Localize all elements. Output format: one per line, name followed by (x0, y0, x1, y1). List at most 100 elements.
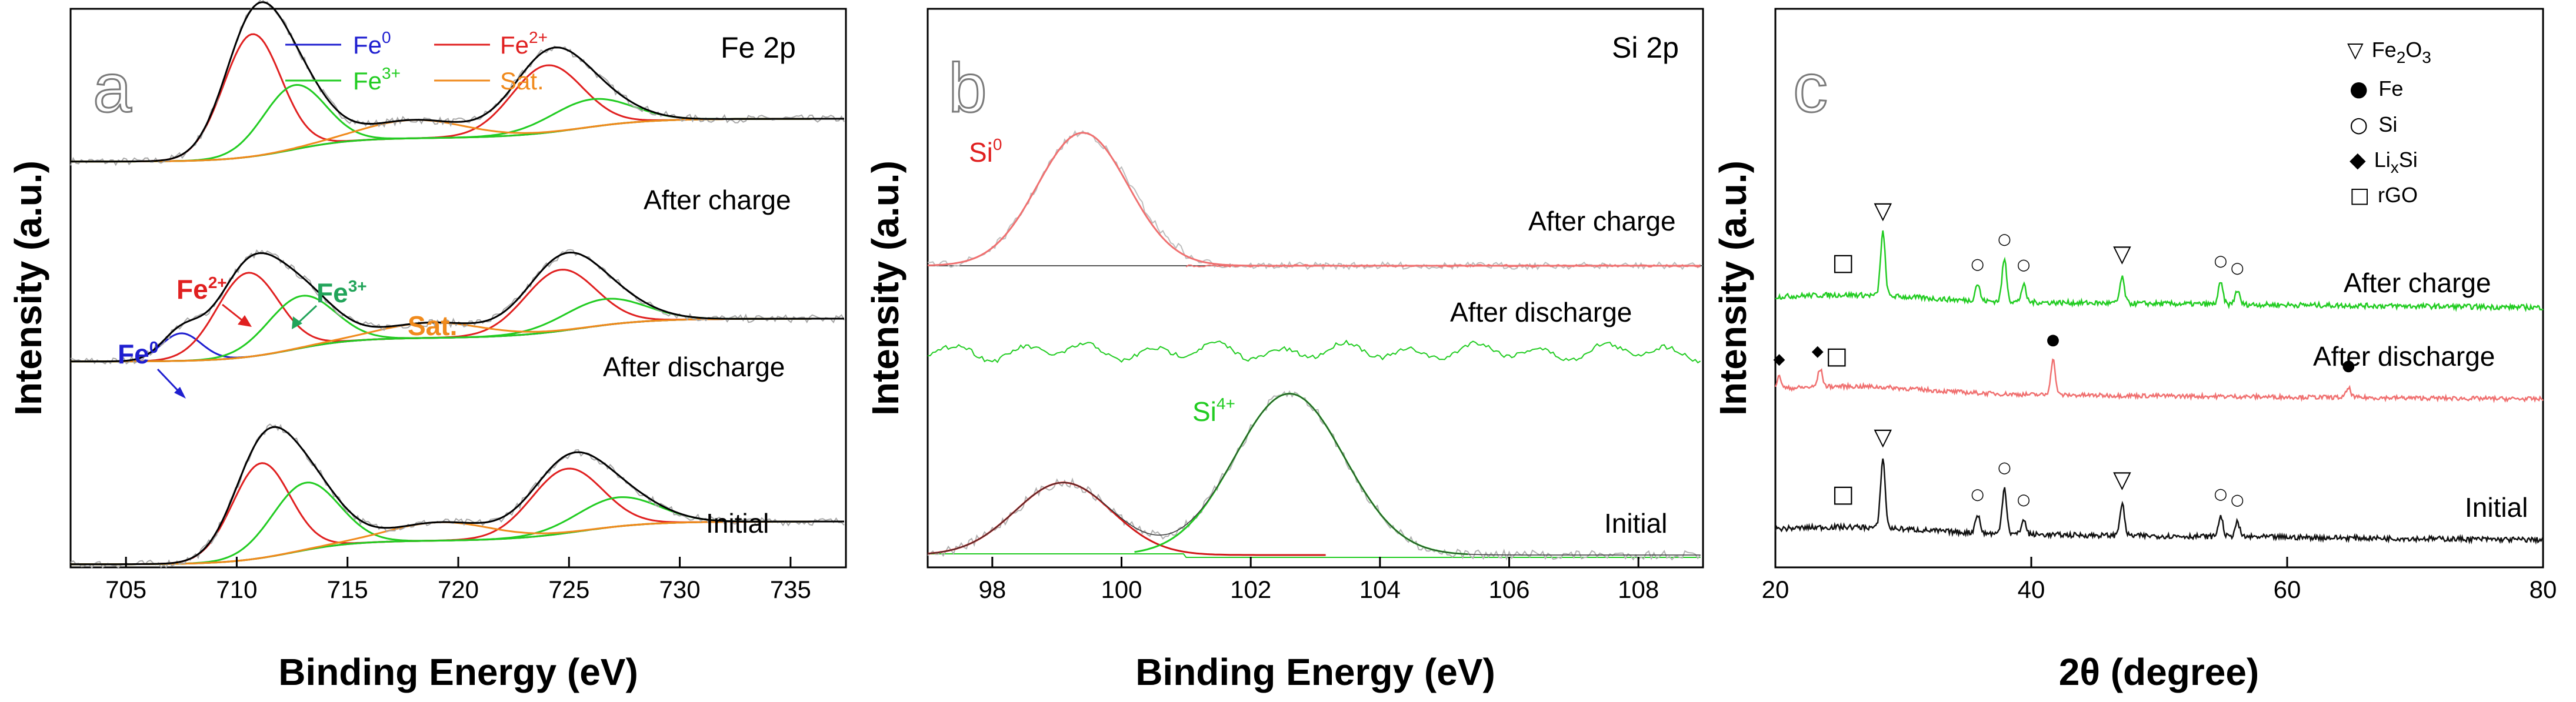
annotation-fe2: Fe2+ (176, 273, 227, 305)
panel-c-marker-2-6: ○ (2214, 486, 2228, 503)
panel-c-plot-frame (1774, 8, 2544, 569)
panel-b-y-axis-label: Intensity (a.u.) (864, 161, 907, 416)
panel-b-raw-2 (927, 390, 1701, 561)
panel-b-raw-0 (927, 130, 1701, 270)
panel-a-label-initial: Initial (706, 508, 769, 539)
panel-c-y-axis-label: Intensity (a.u.) (1712, 161, 1754, 416)
panel-b-tick-label-5: 108 (1618, 576, 1659, 603)
panel-b-label-after-discharge: After discharge (1450, 297, 1632, 327)
panel-c-marker-1-0: ◆ (1774, 350, 1785, 368)
annotation-si0: Si0 (969, 135, 1002, 168)
panel-c-label-after-discharge: After discharge (2313, 341, 2495, 372)
annotation-si4: Si4+ (1192, 395, 1235, 427)
legend-marker-lixsi: ◆ (2350, 148, 2366, 172)
panel-c-marker-0-4: ○ (2017, 256, 2031, 274)
annotation-fe2-base: Fe (176, 274, 208, 305)
panel-c-marker-2-5: ▽ (2113, 466, 2131, 493)
annotation-fe2-arrow (222, 303, 243, 322)
panel-a-envelope-1 (71, 251, 844, 363)
panel-c-marker-0-1: ▽ (1874, 197, 1892, 224)
panel-a-envelope-0 (71, 1, 844, 163)
panel-c-marker-1-2: □ (1826, 342, 1848, 369)
legend-label-fe0-base: Fe (353, 31, 382, 59)
legend-label-fe: Fe (2378, 76, 2403, 101)
panel-a-component-0-4 (71, 118, 844, 163)
panel-c-marker-1-3: ● (2047, 331, 2060, 349)
annotation-si4-sup: 4+ (1217, 395, 1235, 413)
panel-a-annotations: Fe0 Fe2+ Fe3+ Sat. (118, 273, 457, 399)
panel-c-marker-2-1: ▽ (1874, 423, 1892, 450)
panel-b-baseline-2 (928, 553, 1701, 558)
legend-entry-fe2o3: ▽ Fe2O3 (2347, 38, 2431, 66)
annotation-si4-base: Si (1192, 396, 1217, 427)
legend-entry-lixsi: ◆ LixSi (2350, 148, 2418, 176)
legend-label-fe2o3-mid: O (2405, 38, 2422, 62)
panel-b-curves (927, 130, 1703, 561)
panel-c-label-after-charge: After charge (2344, 268, 2491, 298)
panel-b-tick-label-3: 104 (1359, 576, 1401, 603)
panel-c-pattern-0 (1775, 230, 2544, 312)
panel-b-plot-frame (927, 8, 1704, 569)
panel-c-marker-0-5: ▽ (2113, 240, 2131, 268)
annotation-fe0-arrowhead (174, 387, 186, 399)
panel-b-tick-label-2: 102 (1230, 576, 1271, 603)
legend-label-fe0: Fe0 (353, 28, 391, 59)
panel-a-raw-1 (70, 249, 845, 365)
legend-entry-fe2: Fe2+ (434, 28, 548, 59)
legend-label-fe3: Fe3+ (353, 64, 401, 95)
panel-c-marker-2-0: □ (1832, 481, 1854, 508)
legend-label-fe2o3-sub1: 2 (2397, 48, 2406, 66)
legend-label-lixsi-mid: Si (2399, 148, 2418, 172)
panel-b-fit-0 (927, 132, 1701, 267)
legend-entry-fe3: Fe3+ (285, 64, 401, 95)
legend-entry-fe: ● Fe (2350, 76, 2403, 101)
legend-label-lixsi-base: Li (2374, 148, 2391, 172)
panel-a-label-after-charge: After charge (644, 185, 791, 215)
legend-entry-si: ○ Si (2350, 112, 2397, 137)
annotation-fe3: Fe3+ (316, 277, 367, 308)
panel-b-fit-si4 (1134, 393, 1468, 556)
panel-c-tick-label-3: 80 (2530, 576, 2557, 603)
legend-label-fe2: Fe2+ (500, 28, 548, 59)
panel-b-title: Si 2p (1612, 31, 1679, 64)
panel-b-label-initial: Initial (1604, 508, 1667, 539)
panel-b-x-ticks: 98 100 102 104 106 108 (978, 557, 1659, 603)
legend-entry-fe0: Fe0 (285, 28, 391, 59)
panel-c-marker-2-3: ○ (1998, 459, 2011, 477)
annotation-fe0-sup: 0 (149, 338, 159, 356)
legend-entry-rgo: □ rGO (2350, 183, 2418, 208)
legend-label-sat: Sat. (500, 67, 544, 95)
annotation-fe3-sup: 3+ (348, 277, 367, 295)
annotation-si0-base: Si (969, 137, 993, 168)
panel-a-label-after-discharge: After discharge (603, 352, 785, 382)
panel-a-curves (70, 0, 845, 569)
legend-marker-fe: ● (2350, 77, 2368, 101)
legend-label-fe2-base: Fe (500, 31, 529, 59)
annotation-fe2-arrowhead (238, 315, 252, 327)
panel-a-letter: a (93, 49, 132, 127)
panel-c-x-ticks: 20 40 60 80 (1762, 557, 2557, 603)
panel-a-tick-label-6: 735 (770, 576, 811, 603)
panel-c-marker-2-2: ○ (1971, 486, 1984, 503)
legend-label-si: Si (2378, 112, 2397, 136)
panel-a: 705 710 715 720 725 730 735 a Fe 2p Fe0 Fe2+ F… (7, 0, 847, 693)
legend-label-fe2o3-sub2: 3 (2422, 48, 2431, 66)
panel-a-x-axis-label: Binding Energy (eV) (278, 651, 638, 693)
panel-a-envelope-2 (71, 426, 844, 566)
panel-a-component-0-2 (71, 83, 844, 163)
panel-a-tick-label-3: 720 (438, 576, 479, 603)
annotation-fe3-base: Fe (316, 278, 348, 308)
panel-a-raw-2 (70, 423, 845, 569)
panel-b: 98 100 102 104 106 108 b Si 2p Si0 Si4+ After… (864, 8, 1704, 693)
panel-b-label-after-charge: After charge (1528, 206, 1676, 236)
panel-c-marker-0-2: ○ (1971, 255, 1984, 273)
panel-a-tick-label-0: 705 (105, 576, 146, 603)
panel-b-envelope-2 (927, 393, 1701, 556)
panel-c-x-axis-label: 2θ (degree) (2059, 651, 2259, 693)
legend-label-fe2-sup: 2+ (529, 28, 548, 46)
panel-a-x-ticks: 705 710 715 720 725 730 735 (105, 557, 811, 603)
panel-a-tick-label-5: 730 (659, 576, 701, 603)
panel-a-legend: Fe0 Fe2+ Fe3+ Sat. (285, 28, 548, 95)
panel-b-tail-0 (1185, 263, 1701, 268)
